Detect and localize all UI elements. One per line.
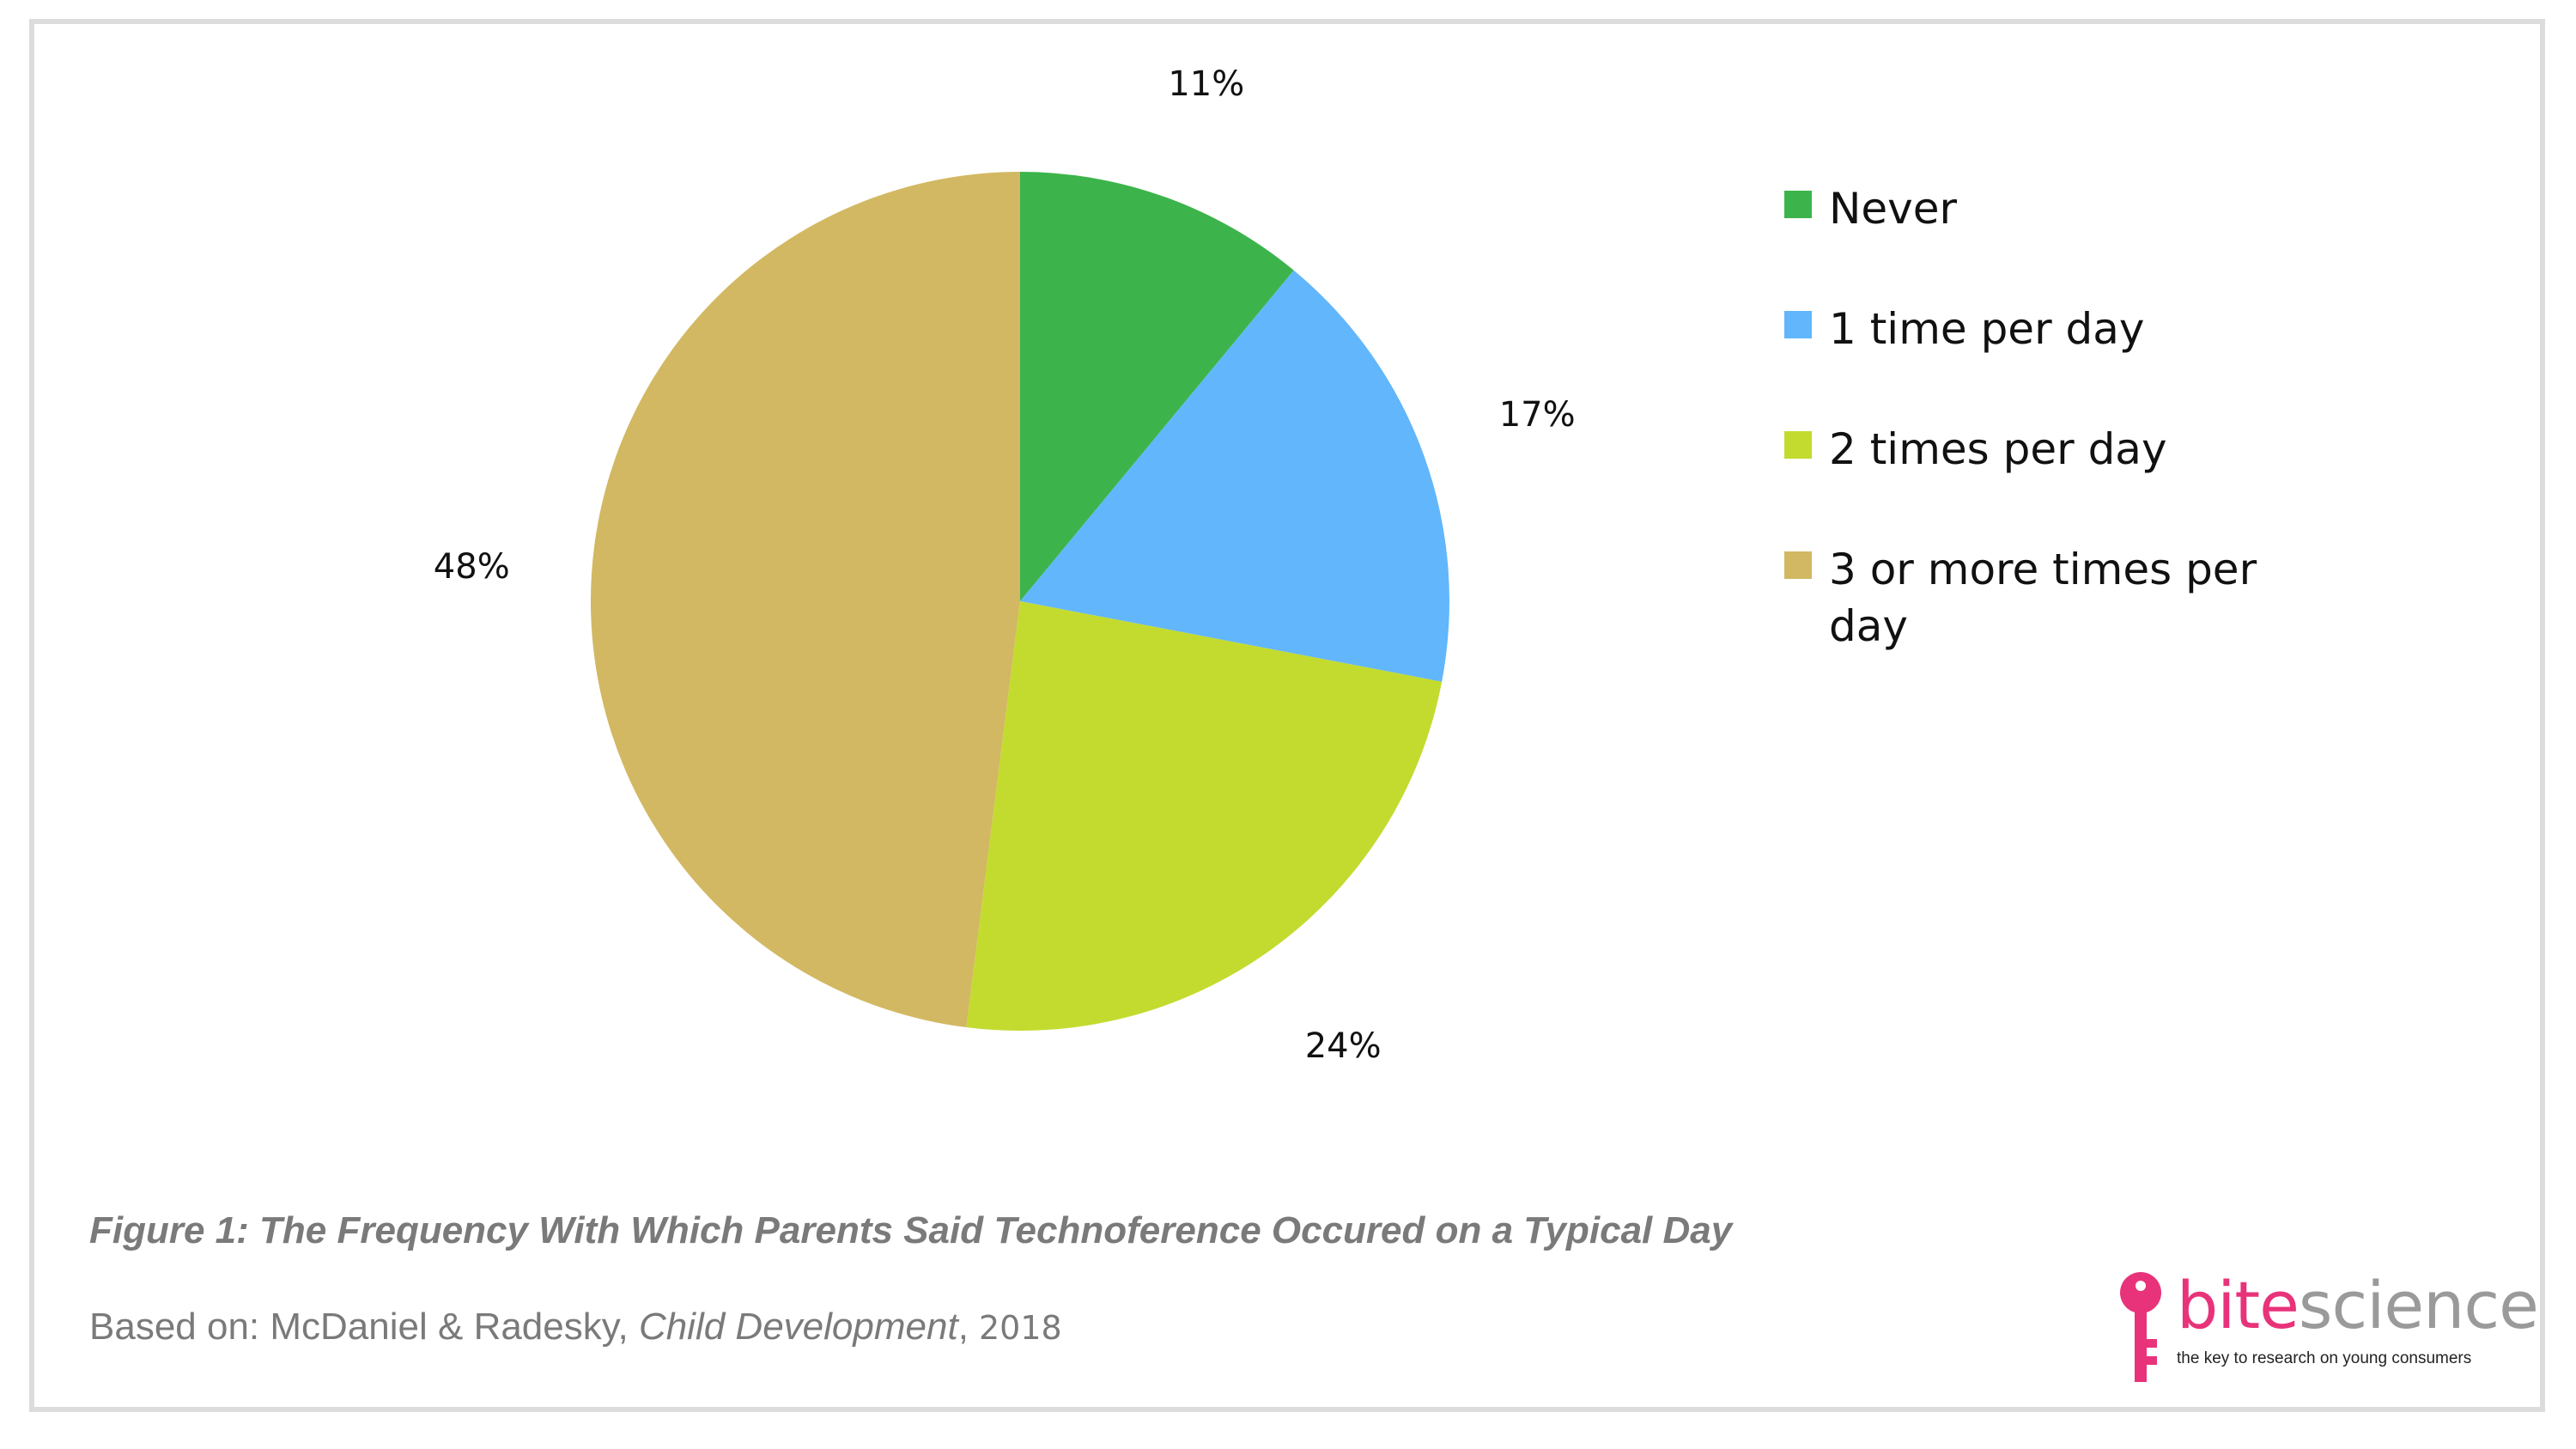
source-year: 2018 [968,1309,1062,1347]
data-label-48: 48% [433,546,510,587]
pie-slice-2-times-per-day [966,601,1443,1032]
source-journal: Child Development [638,1306,958,1348]
logo-wordmark: bitescience [2177,1267,2539,1344]
legend-item-3-or-more: 3 or more times per day [1784,541,2317,654]
source-prefix: Based on: McDaniel & Radesky, [89,1306,639,1348]
logo-science: science [2298,1267,2539,1343]
legend-swatch [1784,551,1812,579]
logo-bite: bite [2177,1267,2300,1343]
legend-item-2-times: 2 times per day [1784,421,2317,478]
legend-item-never: Never [1784,180,2317,237]
source-citation: Based on: McDaniel & Radesky, Child Deve… [89,1306,1062,1349]
data-label-11: 11% [1168,64,1245,104]
legend-label: 3 or more times per day [1829,545,2257,651]
data-label-17: 17% [1498,395,1576,435]
legend-swatch [1784,431,1812,459]
legend-item-1-time: 1 time per day [1784,301,2317,357]
logo-tagline: the key to research on young consumers [2177,1349,2472,1367]
pie-slice-1-time-per-day [1020,270,1449,682]
legend-swatch [1784,311,1812,338]
chart-legend: Never 1 time per day 2 times per day 3 o… [1784,180,2317,718]
bitescience-logo: bitescience the key to research on young… [2108,1267,2539,1387]
figure-caption: Figure 1: The Frequency With Which Paren… [89,1209,1733,1251]
legend-label: Never [1829,184,1958,234]
source-comma: , [957,1306,969,1348]
legend-label: 1 time per day [1829,304,2145,354]
legend-label: 2 times per day [1829,424,2167,474]
key-icon [2120,1272,2161,1382]
pie-slice-3-or-more-times-per-day [590,172,1020,1028]
pie-slice-never [1020,172,1294,601]
data-label-24: 24% [1304,1026,1382,1066]
legend-swatch [1784,191,1812,218]
